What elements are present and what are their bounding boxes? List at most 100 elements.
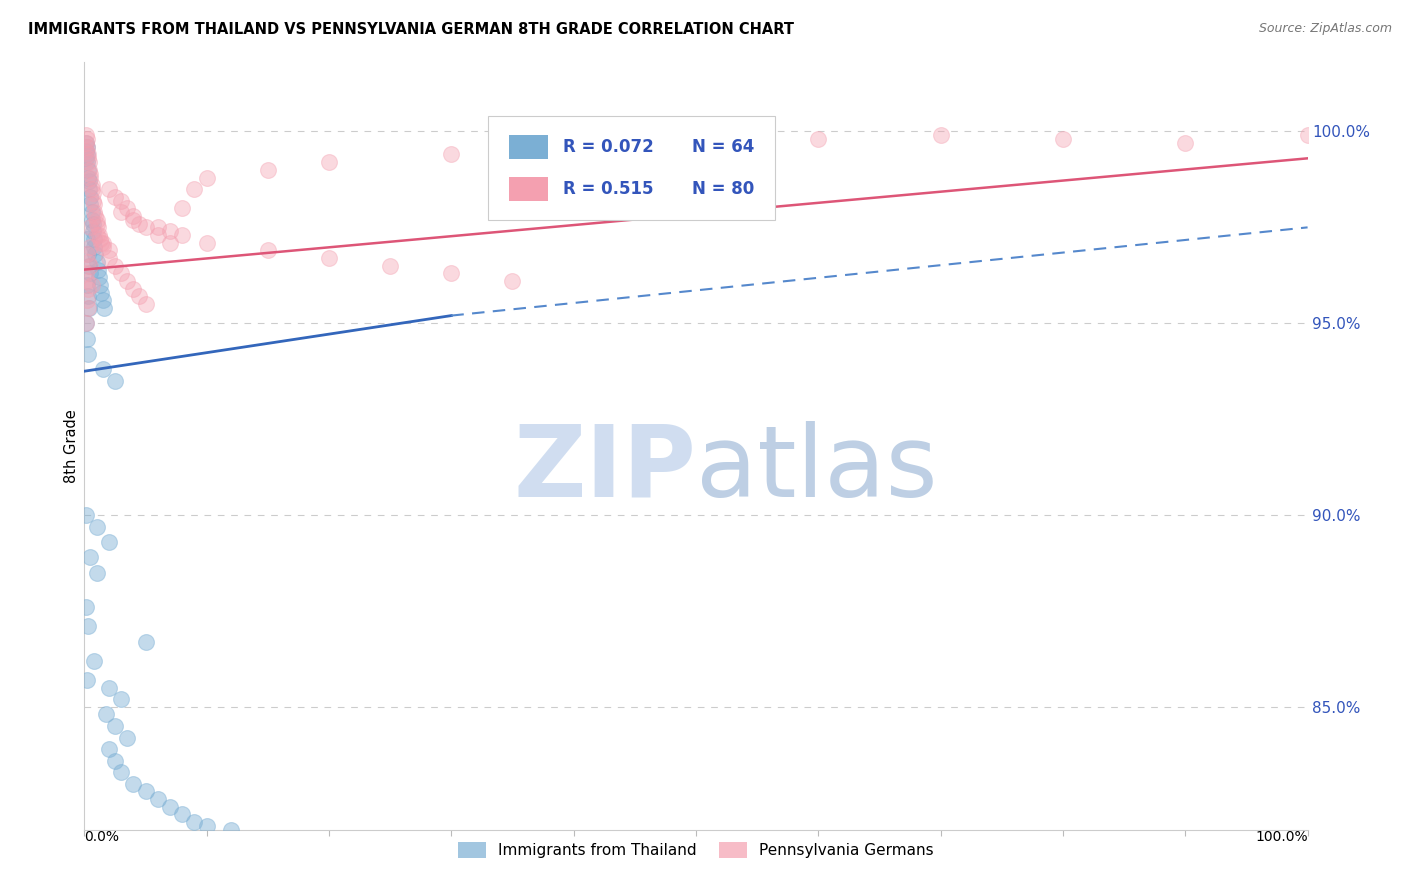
Point <box>257 162 280 177</box>
Point <box>1174 136 1197 150</box>
Point <box>104 719 127 733</box>
Point <box>929 128 952 143</box>
Text: N = 80: N = 80 <box>692 180 755 198</box>
Point <box>77 289 100 303</box>
Text: R = 0.515: R = 0.515 <box>562 180 654 198</box>
Point <box>77 155 100 169</box>
Point <box>80 212 103 227</box>
Point <box>183 182 205 196</box>
Point <box>76 147 98 161</box>
Point <box>79 220 101 235</box>
Point <box>807 132 830 146</box>
Point <box>104 259 127 273</box>
Point <box>97 534 120 549</box>
Point <box>159 224 181 238</box>
Point <box>91 362 114 376</box>
Point <box>83 232 105 246</box>
Point <box>172 201 194 215</box>
Point <box>77 247 100 261</box>
Point <box>90 285 112 300</box>
Point <box>91 239 114 253</box>
Point <box>115 274 138 288</box>
Point <box>77 151 100 165</box>
Point <box>91 235 114 250</box>
Point <box>75 600 97 615</box>
Point <box>84 209 107 223</box>
Point <box>91 293 114 308</box>
Text: 100.0%: 100.0% <box>1256 830 1308 844</box>
FancyBboxPatch shape <box>488 116 776 219</box>
Point <box>79 197 101 211</box>
Point <box>87 227 110 242</box>
Point <box>83 205 105 219</box>
Point <box>77 301 100 315</box>
Point <box>75 144 97 158</box>
Point <box>77 301 100 315</box>
Point <box>159 799 181 814</box>
Point <box>685 136 707 150</box>
Point <box>77 619 100 633</box>
Point <box>77 174 100 188</box>
Point <box>128 289 150 303</box>
Point <box>86 519 108 533</box>
Point <box>110 764 132 779</box>
Point <box>97 182 120 196</box>
Point <box>75 144 97 158</box>
Point <box>380 259 402 273</box>
Point <box>97 251 120 265</box>
Point <box>79 167 101 181</box>
Point <box>97 742 120 756</box>
Point <box>79 189 101 203</box>
Point <box>86 217 108 231</box>
Point <box>183 814 205 829</box>
Point <box>104 754 127 768</box>
Point <box>104 189 127 203</box>
Point <box>122 776 145 790</box>
Point <box>82 186 104 200</box>
Point <box>122 212 145 227</box>
Point <box>75 136 97 150</box>
Point <box>77 255 100 269</box>
Point <box>1296 128 1319 143</box>
Point <box>219 822 242 837</box>
Point <box>86 212 108 227</box>
Text: N = 64: N = 64 <box>692 138 755 156</box>
Point <box>159 235 181 250</box>
Point <box>75 151 97 165</box>
Point <box>76 293 98 308</box>
Bar <box>509 135 548 159</box>
Text: ZIP: ZIP <box>513 420 696 517</box>
Point <box>76 247 98 261</box>
Text: atlas: atlas <box>696 420 938 517</box>
Point <box>82 224 104 238</box>
Point <box>76 132 98 146</box>
Y-axis label: 8th Grade: 8th Grade <box>63 409 79 483</box>
Text: IMMIGRANTS FROM THAILAND VS PENNSYLVANIA GERMAN 8TH GRADE CORRELATION CHART: IMMIGRANTS FROM THAILAND VS PENNSYLVANIA… <box>28 22 794 37</box>
Point <box>75 316 97 330</box>
Point <box>89 277 111 292</box>
Point <box>77 170 100 185</box>
Text: R = 0.072: R = 0.072 <box>562 138 654 156</box>
Point <box>93 301 115 315</box>
Point <box>75 508 97 522</box>
Point <box>80 277 103 292</box>
Point <box>146 227 169 242</box>
Point <box>76 332 98 346</box>
Point <box>77 347 100 361</box>
Point <box>77 162 100 177</box>
Point <box>79 266 101 280</box>
Point <box>82 194 104 208</box>
Point <box>135 634 157 648</box>
Point <box>128 217 150 231</box>
Point <box>86 227 108 242</box>
Point <box>195 235 218 250</box>
Point <box>75 136 97 150</box>
Point <box>96 707 118 722</box>
Point <box>86 255 108 269</box>
Point <box>115 201 138 215</box>
Point <box>76 673 98 687</box>
Point <box>77 259 100 273</box>
Point <box>89 232 111 246</box>
Point <box>318 155 340 169</box>
Text: Source: ZipAtlas.com: Source: ZipAtlas.com <box>1258 22 1392 36</box>
